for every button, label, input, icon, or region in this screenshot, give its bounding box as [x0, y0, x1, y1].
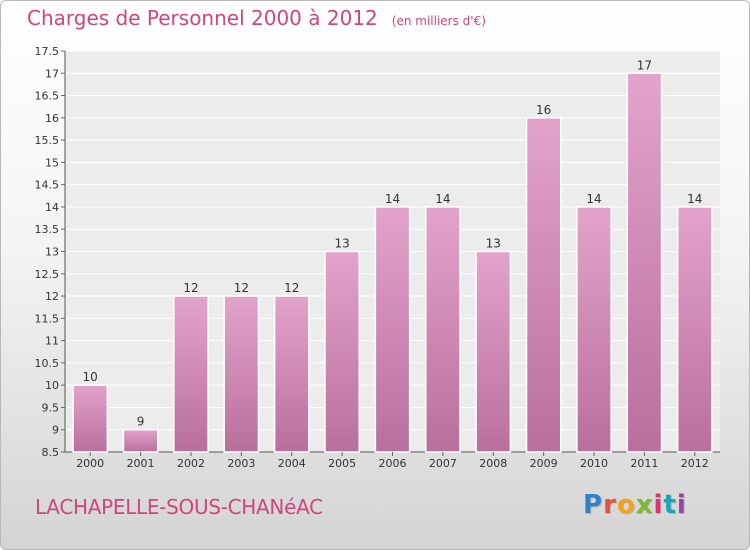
logo-letter: i [676, 490, 687, 520]
y-tick-label: 16 [45, 112, 59, 125]
chart-subtitle: (en milliers d'€) [391, 14, 486, 28]
bar [324, 250, 360, 453]
x-tick-label: 2009 [530, 457, 558, 470]
x-tick-label: 2002 [177, 457, 205, 470]
bar [173, 295, 209, 453]
y-tick-label: 17 [45, 67, 59, 80]
data-label: 14 [586, 192, 601, 206]
commune-name: LACHAPELLE-SOUS-CHANéAC [35, 495, 323, 519]
y-tick-label: 9.5 [42, 401, 60, 414]
y-tick-label: 15.5 [35, 134, 60, 147]
logo-letter: o [616, 490, 636, 520]
x-tick-label: 2003 [227, 457, 255, 470]
x-tick-label: 2000 [76, 457, 104, 470]
data-label: 12 [183, 281, 198, 295]
bar [374, 206, 411, 453]
x-tick-label: 2010 [580, 457, 608, 470]
y-tick-label: 14.5 [35, 179, 60, 192]
bar [676, 206, 713, 453]
x-tick-label: 2001 [127, 457, 155, 470]
data-label: 14 [385, 192, 400, 206]
logo-letter: i [653, 490, 664, 520]
x-tick-label: 2007 [429, 457, 457, 470]
y-tick-label: 17.5 [35, 45, 60, 58]
y-tick-label: 10.5 [35, 357, 60, 370]
logo-letter: r [603, 490, 617, 520]
logo-letter: t [663, 490, 677, 520]
x-tick-label: 2005 [328, 457, 356, 470]
y-tick-label: 10 [45, 379, 59, 392]
bar [525, 117, 562, 453]
y-tick-label: 9 [52, 424, 59, 437]
y-tick-label: 11.5 [35, 312, 60, 325]
y-tick-label: 16.5 [35, 90, 60, 103]
bar [122, 428, 159, 453]
data-label: 16 [536, 103, 551, 117]
bar [223, 295, 260, 453]
data-label: 13 [334, 237, 349, 251]
x-tick-label: 2006 [379, 457, 407, 470]
y-tick-label: 12 [45, 290, 59, 303]
chart-title-block: Charges de Personnel 2000 à 2012 (en mill… [27, 6, 486, 30]
data-label: 12 [284, 281, 299, 295]
bar [72, 384, 109, 453]
y-tick-label: 13 [45, 246, 59, 259]
chart-title: Charges de Personnel 2000 à 2012 [27, 6, 378, 30]
data-label: 14 [687, 192, 702, 206]
y-tick-label: 14 [45, 201, 59, 214]
x-tick-label: 2011 [630, 457, 658, 470]
proxiti-logo[interactable]: Proxiti [583, 490, 687, 520]
logo-letter: x [635, 490, 654, 520]
x-tick-label: 2012 [681, 457, 709, 470]
y-tick-label: 12.5 [35, 268, 60, 281]
y-tick-label: 11 [45, 335, 59, 348]
data-label: 17 [637, 58, 652, 72]
x-tick-label: 2004 [278, 457, 306, 470]
y-tick-label: 8.5 [42, 446, 60, 459]
data-label: 12 [234, 281, 249, 295]
bar [273, 295, 310, 453]
y-tick-label: 15 [45, 156, 59, 169]
data-label: 13 [486, 237, 501, 251]
bar [475, 250, 512, 453]
data-label: 10 [83, 370, 98, 384]
bar [576, 206, 612, 453]
logo-letter: P [583, 490, 604, 520]
bar [425, 206, 461, 453]
data-label: 9 [137, 415, 145, 429]
bar [626, 72, 663, 453]
x-tick-label: 2008 [479, 457, 507, 470]
y-tick-label: 13.5 [35, 223, 60, 236]
data-label: 14 [435, 192, 450, 206]
